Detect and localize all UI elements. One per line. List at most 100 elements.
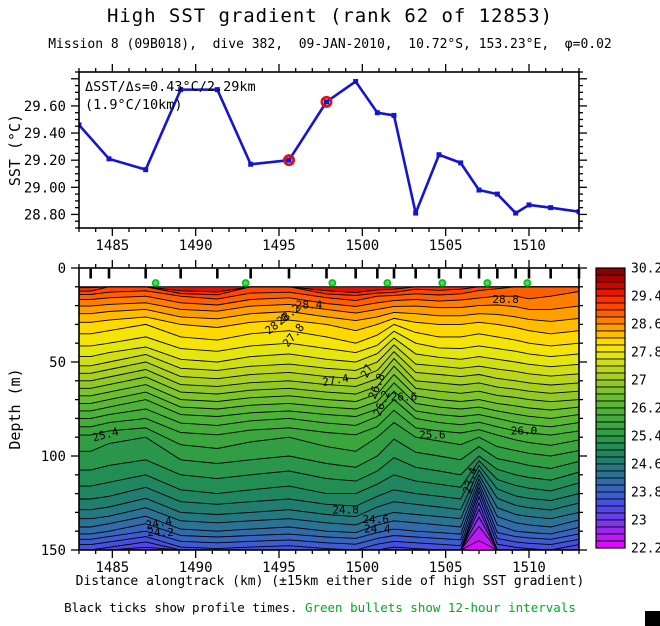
colorbar-segment	[595, 435, 626, 444]
contour-label: 25.6	[419, 428, 446, 441]
corner-marker-square	[645, 611, 660, 626]
sst-point-marker	[413, 210, 419, 216]
sst-point-marker	[374, 110, 380, 116]
colorbar-segment	[595, 540, 626, 549]
contour-label: 26.0	[511, 425, 538, 438]
sst-ytick-label: 29.20	[24, 153, 66, 169]
band	[79, 460, 579, 507]
sst-point-marker	[494, 191, 500, 197]
contour-line	[79, 486, 579, 545]
sst-point-marker	[576, 209, 579, 215]
band	[79, 470, 579, 525]
colorbar-segment	[595, 386, 626, 395]
band	[79, 374, 579, 419]
sst-xtick-label: 1510	[512, 238, 546, 254]
contour-label: 28.4	[296, 299, 323, 312]
depth-xtick-label: 1500	[345, 560, 379, 576]
contour-line	[79, 351, 579, 386]
sst-xtick-label: 1500	[345, 238, 379, 254]
sst-point-marker	[526, 202, 532, 208]
depth-ytick-label: 100	[41, 449, 66, 465]
band	[79, 351, 579, 394]
depth-ytick-label: 150	[41, 543, 66, 559]
contour-line	[79, 323, 579, 347]
contour-line	[79, 357, 579, 394]
colorbar-segment	[595, 379, 626, 388]
green-bullet	[241, 279, 250, 287]
contour-label: 26.6	[391, 391, 418, 404]
depth-xtick-label: 1495	[262, 560, 296, 576]
depth-yaxis-title: Depth (m)	[6, 368, 24, 449]
contour-label: 24.8	[332, 504, 359, 517]
colorbar-segment	[595, 400, 626, 409]
colorbar-segment	[595, 407, 626, 416]
page-title: High SST gradient (rank 62 of 12853)	[106, 5, 553, 27]
sst-ytick-label: 29.60	[24, 99, 66, 115]
colorbar-segment	[595, 302, 626, 311]
sst-line-panel: SST (°C) ΔSST/Δs=0.43°C/2.29km (1.9°C/10km…	[6, 78, 579, 216]
contour-line	[79, 365, 579, 403]
contour-line	[79, 436, 579, 469]
page-subtitle: Mission 8 (09B018), dive 382, 09-JAN-201…	[48, 37, 612, 52]
contour-label: 24.2	[147, 526, 174, 539]
sst-point-marker	[214, 87, 220, 93]
contour-line	[79, 501, 579, 550]
sst-point-marker	[513, 210, 519, 216]
contour-line	[79, 455, 579, 482]
band	[79, 302, 579, 322]
colorbar-segment	[595, 351, 626, 360]
contour-line	[79, 286, 579, 302]
contour-line	[79, 316, 579, 335]
colorbar-tick-label: 28.6	[631, 318, 660, 333]
colorbar-segment	[595, 477, 626, 486]
twelve-hour-bullets	[151, 279, 532, 287]
colorbar-segment	[595, 463, 626, 472]
band	[79, 437, 579, 482]
contour-line	[79, 344, 579, 377]
sst-axes: 1485 1490 1495 1500 1505 1510 28.80 29.00 29.20 2…	[24, 64, 587, 254]
contour-label: 24.6	[362, 513, 389, 526]
band	[79, 309, 579, 334]
sst-ytick-label: 28.80	[24, 207, 66, 223]
contour-label: 28.8	[492, 293, 519, 306]
colorbar-segment	[595, 267, 626, 276]
colorbar-segment	[595, 512, 626, 521]
colorbar-segment	[595, 330, 626, 339]
green-bullet	[151, 279, 160, 287]
contour-line	[79, 302, 579, 314]
colorbar-tick-label: 25.4	[631, 430, 660, 445]
contour-line	[79, 469, 579, 518]
colorbar-segment	[595, 505, 626, 514]
gradient-annotation-line1: ΔSST/Δs=0.43°C/2.29km	[85, 79, 256, 95]
band	[79, 456, 579, 494]
green-bullet	[383, 279, 392, 287]
xaxis-label: Distance alongtrack (km) (±15km either s…	[75, 574, 585, 589]
contour-label: 24.4	[145, 514, 174, 531]
contour-line	[79, 373, 579, 411]
caption-black-ticks: Black ticks show profile times.	[64, 600, 305, 615]
colorbar-segment	[595, 288, 626, 297]
depth-ytick-label: 0	[58, 261, 66, 277]
colorbar-segment	[595, 344, 626, 353]
colorbar-segment	[595, 484, 626, 493]
contour-line	[79, 481, 579, 539]
band	[79, 286, 579, 301]
contour-lines	[79, 286, 579, 550]
contour-line	[79, 390, 579, 428]
band	[79, 526, 579, 550]
contour-label: 24.4	[364, 522, 391, 535]
colorbar-segment	[595, 428, 626, 437]
contour-line	[79, 477, 579, 534]
colorbar-segment	[595, 365, 626, 374]
band	[79, 291, 579, 314]
colorbar-segment	[595, 274, 626, 283]
contour-line	[79, 330, 579, 358]
sst-line-series	[79, 78, 579, 216]
contour-line	[79, 308, 579, 322]
colorbar-frame	[595, 267, 626, 549]
contour-line	[79, 473, 579, 526]
sst-xtick-label: 1490	[179, 238, 213, 254]
contour-line	[79, 459, 579, 495]
green-bullet	[483, 279, 492, 287]
colorbar-tick-label: 29.4	[631, 290, 660, 305]
